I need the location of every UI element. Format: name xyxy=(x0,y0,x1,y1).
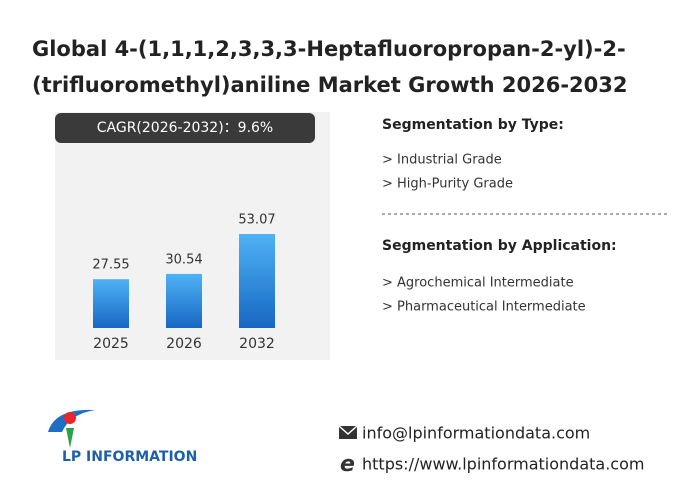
email-icon-flap xyxy=(338,425,358,436)
x-tick-label: 2025 xyxy=(93,336,129,352)
value-label: 30.54 xyxy=(165,252,202,267)
segment-item: > Pharmaceutical Intermediate xyxy=(382,300,586,315)
bar xyxy=(93,279,129,328)
x-tick-label: 2032 xyxy=(239,336,275,352)
logo-text: LP INFORMATION xyxy=(62,449,197,465)
title-line: Global 4-(1,1,1,2,3,3,3-Heptafluoropropa… xyxy=(32,37,626,61)
logo: LP INFORMATION xyxy=(48,409,197,465)
cagr-label: CAGR(2026-2032)：9.6% xyxy=(97,120,273,136)
segment-item: > Agrochemical Intermediate xyxy=(382,276,574,291)
bar xyxy=(166,273,202,328)
value-label: 53.07 xyxy=(238,213,275,228)
bar xyxy=(239,234,275,328)
x-tick-label: 2026 xyxy=(166,336,202,352)
email: info@lpinformationdata.com xyxy=(362,424,590,443)
segment-item: > Industrial Grade xyxy=(382,153,502,168)
segment-item: > High-Purity Grade xyxy=(382,177,513,192)
section-heading: Segmentation by Application: xyxy=(382,238,617,254)
value-label: 27.55 xyxy=(92,258,129,273)
web-icon: e xyxy=(340,452,355,477)
cagr-badge xyxy=(55,113,315,143)
website: https://www.lpinformationdata.com xyxy=(362,455,644,474)
section-heading: Segmentation by Type: xyxy=(382,117,564,133)
title-line: (trifluoromethyl)aniline Market Growth 2… xyxy=(32,73,628,97)
